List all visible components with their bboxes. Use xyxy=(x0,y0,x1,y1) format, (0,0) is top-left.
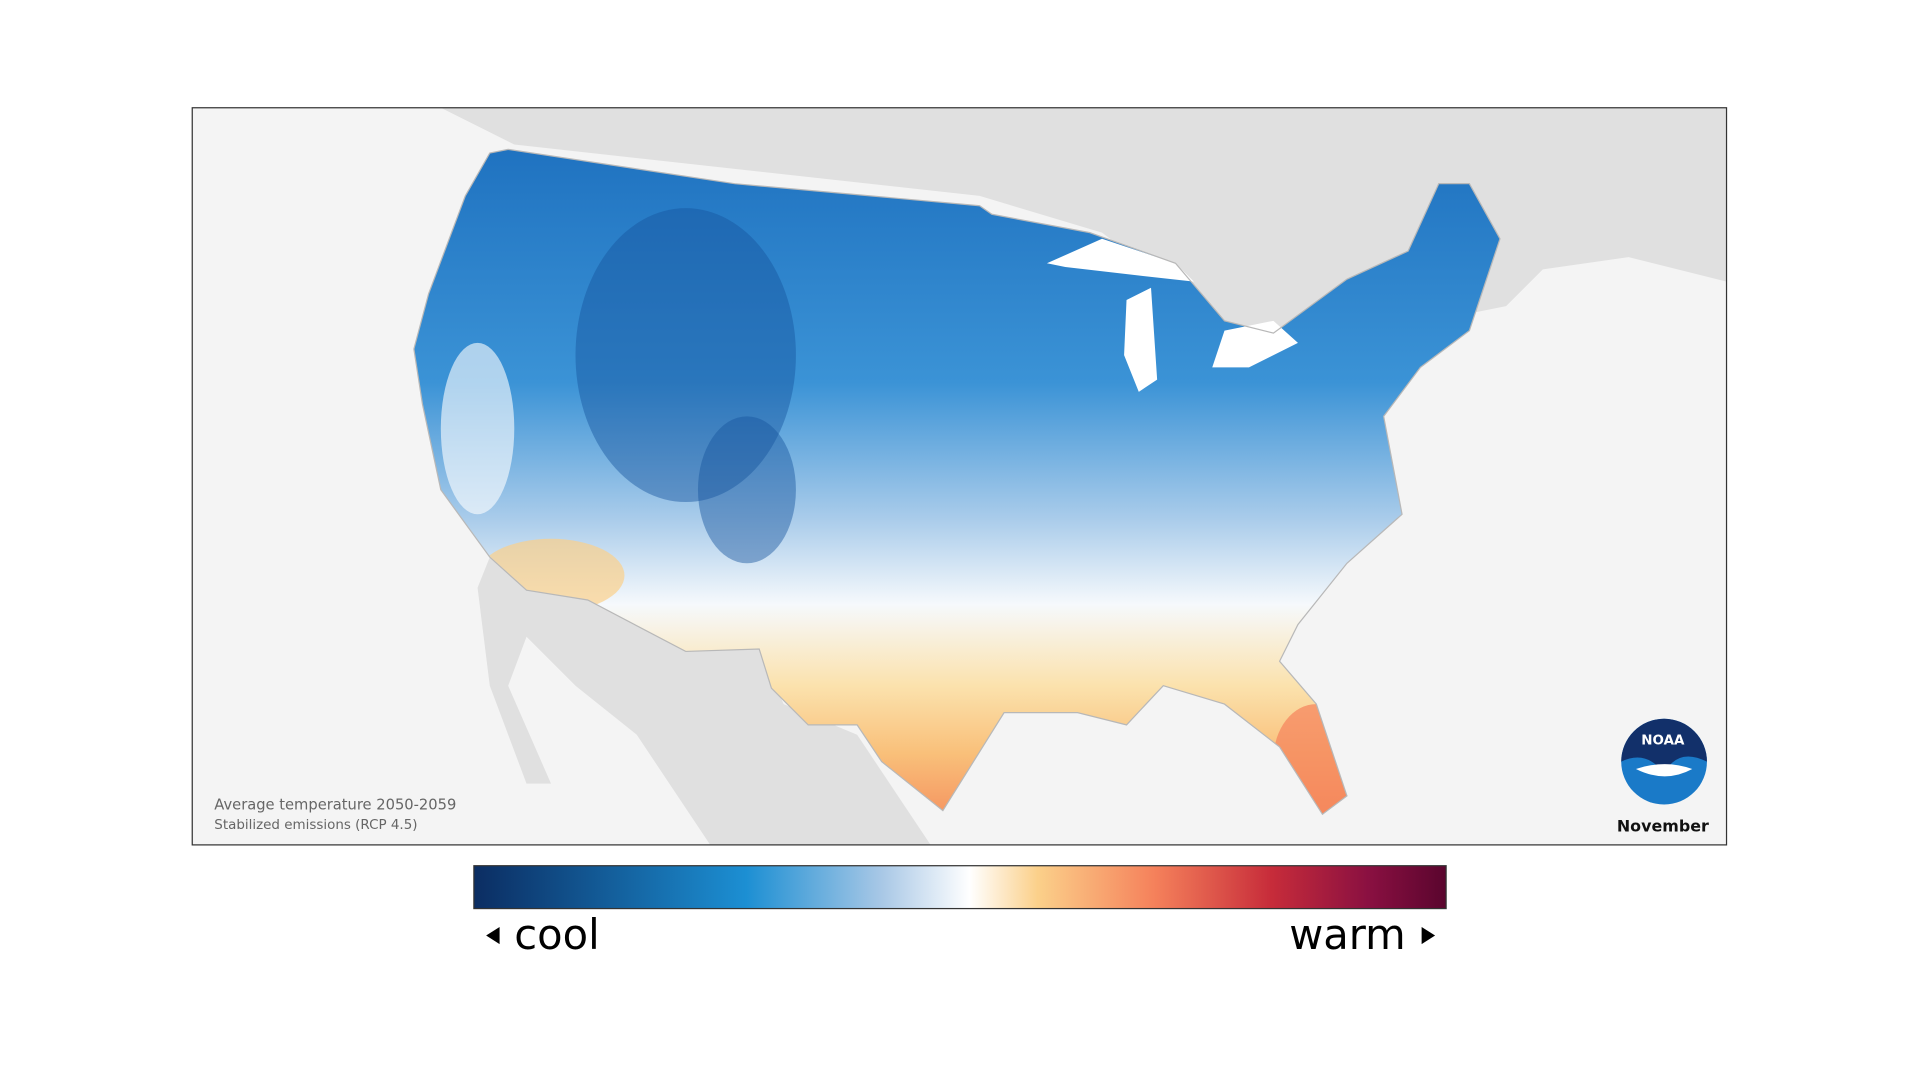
color-scale xyxy=(473,865,1447,910)
noaa-logo: NOAA xyxy=(1621,718,1707,805)
caption-title: Average temperature 2050-2059 xyxy=(214,796,456,813)
caption-subtitle: Stabilized emissions (RCP 4.5) xyxy=(214,818,417,833)
mexico-land xyxy=(477,557,931,845)
warm-label: warm xyxy=(1289,910,1405,959)
rockies-cool xyxy=(575,208,796,503)
valley-mild xyxy=(440,342,515,515)
month-label: November xyxy=(1617,816,1709,835)
cool-label: cool xyxy=(514,910,599,959)
logo-text: NOAA xyxy=(1641,733,1685,748)
rockies-cool xyxy=(697,416,796,564)
map-area xyxy=(192,107,1727,845)
logo-top xyxy=(1621,718,1707,774)
warm-arrow xyxy=(1421,926,1436,945)
map-frame xyxy=(191,107,1728,846)
great-lakes xyxy=(1046,238,1298,392)
cool-arrow xyxy=(486,926,500,945)
logo-bird xyxy=(1635,764,1693,777)
